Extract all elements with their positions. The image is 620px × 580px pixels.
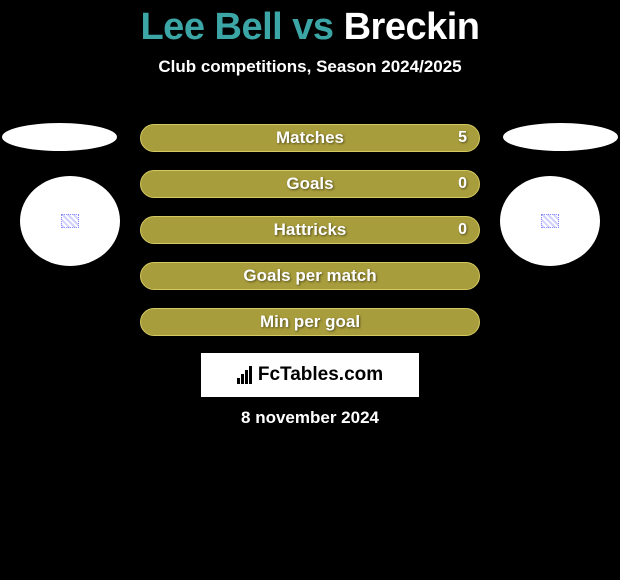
stat-value: 5	[458, 129, 467, 147]
decor-ellipse-left	[2, 123, 117, 151]
logo-chart-icon	[237, 366, 252, 384]
stat-label: Hattricks	[274, 220, 347, 240]
stat-label: Min per goal	[260, 312, 360, 332]
stat-label: Matches	[276, 128, 344, 148]
page-title: Lee Bell vs Breckin	[0, 0, 620, 49]
logo-text: FcTables.com	[258, 364, 383, 386]
stat-bar-hattricks: Hattricks 0	[140, 216, 480, 244]
stat-label: Goals per match	[243, 266, 376, 286]
stat-value: 0	[458, 221, 467, 239]
stat-bar-matches: Matches 5	[140, 124, 480, 152]
stat-bar-min-per-goal: Min per goal	[140, 308, 480, 336]
stat-bar-goals: Goals 0	[140, 170, 480, 198]
player2-name: Breckin	[344, 6, 480, 48]
subtitle: Club competitions, Season 2024/2025	[0, 57, 620, 77]
logo-box: FcTables.com	[201, 353, 419, 397]
decor-ellipse-right	[503, 123, 618, 151]
stats-bars: Matches 5 Goals 0 Hattricks 0 Goals per …	[140, 124, 480, 354]
stat-label: Goals	[286, 174, 333, 194]
vs-text: vs	[292, 6, 333, 48]
flag-icon	[541, 214, 559, 228]
stat-value: 0	[458, 175, 467, 193]
player2-badge	[500, 176, 600, 266]
player1-badge	[20, 176, 120, 266]
flag-icon	[61, 214, 79, 228]
logo: FcTables.com	[237, 364, 383, 386]
stat-bar-goals-per-match: Goals per match	[140, 262, 480, 290]
player1-name: Lee Bell	[140, 6, 282, 48]
date-text: 8 november 2024	[0, 408, 620, 428]
